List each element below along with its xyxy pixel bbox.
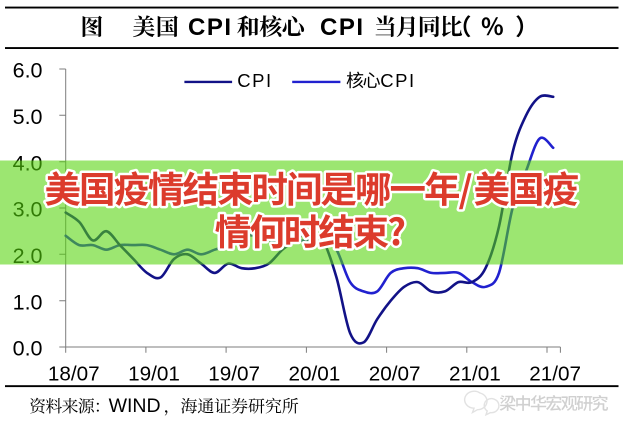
svg-text:WIND: WIND xyxy=(109,395,161,417)
svg-text:19/01: 19/01 xyxy=(128,362,180,385)
svg-text:CPI: CPI xyxy=(188,14,233,41)
svg-text:CPI: CPI xyxy=(237,70,272,91)
svg-text:21/07: 21/07 xyxy=(529,362,581,385)
svg-text:CPI: CPI xyxy=(320,14,365,41)
svg-text:20/01: 20/01 xyxy=(289,362,341,385)
svg-text:1.0: 1.0 xyxy=(13,290,43,314)
svg-text:0.0: 0.0 xyxy=(13,337,43,361)
svg-text:19/07: 19/07 xyxy=(208,362,260,385)
svg-text:18/07: 18/07 xyxy=(48,362,100,385)
svg-text:20/07: 20/07 xyxy=(369,362,421,385)
svg-text:CPI: CPI xyxy=(380,70,415,91)
svg-text:6.0: 6.0 xyxy=(13,59,43,83)
svg-text:21/01: 21/01 xyxy=(449,362,501,385)
svg-text:5.0: 5.0 xyxy=(13,105,43,129)
